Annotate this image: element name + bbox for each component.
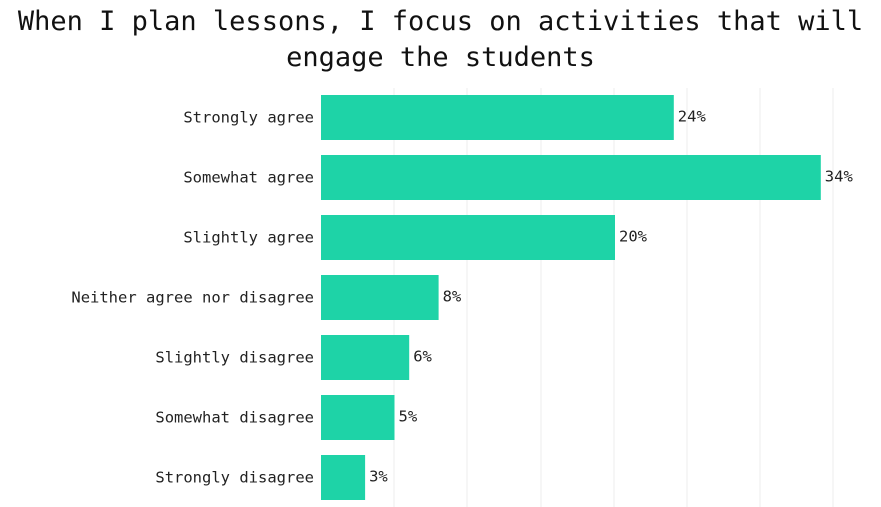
category-label: Somewhat disagree: [155, 409, 314, 427]
category-label: Slightly agree: [183, 229, 314, 247]
bar: [321, 335, 410, 380]
value-label: 5%: [399, 408, 418, 426]
bar: [321, 215, 615, 260]
value-label: 3%: [369, 468, 388, 486]
chart-title: When I plan lessons, I focus on activiti…: [17, 6, 864, 73]
value-label: 6%: [413, 348, 432, 366]
category-label: Strongly disagree: [155, 469, 314, 487]
category-label: Slightly disagree: [155, 349, 314, 367]
value-label: 20%: [619, 228, 648, 246]
bar: [321, 95, 674, 140]
value-label: 24%: [678, 108, 707, 126]
bar: [321, 395, 395, 440]
category-label: Strongly agree: [183, 109, 314, 127]
bars: [321, 95, 821, 500]
value-label: 34%: [825, 168, 854, 186]
bar: [321, 455, 366, 500]
bar: [321, 155, 821, 200]
bar: [321, 275, 439, 320]
category-label: Somewhat agree: [183, 169, 314, 187]
labels: Strongly agree 24% Somewhat agree 34% Slight…: [71, 108, 853, 487]
category-label: Neither agree nor disagree: [71, 289, 314, 307]
value-label: 8%: [443, 288, 462, 306]
